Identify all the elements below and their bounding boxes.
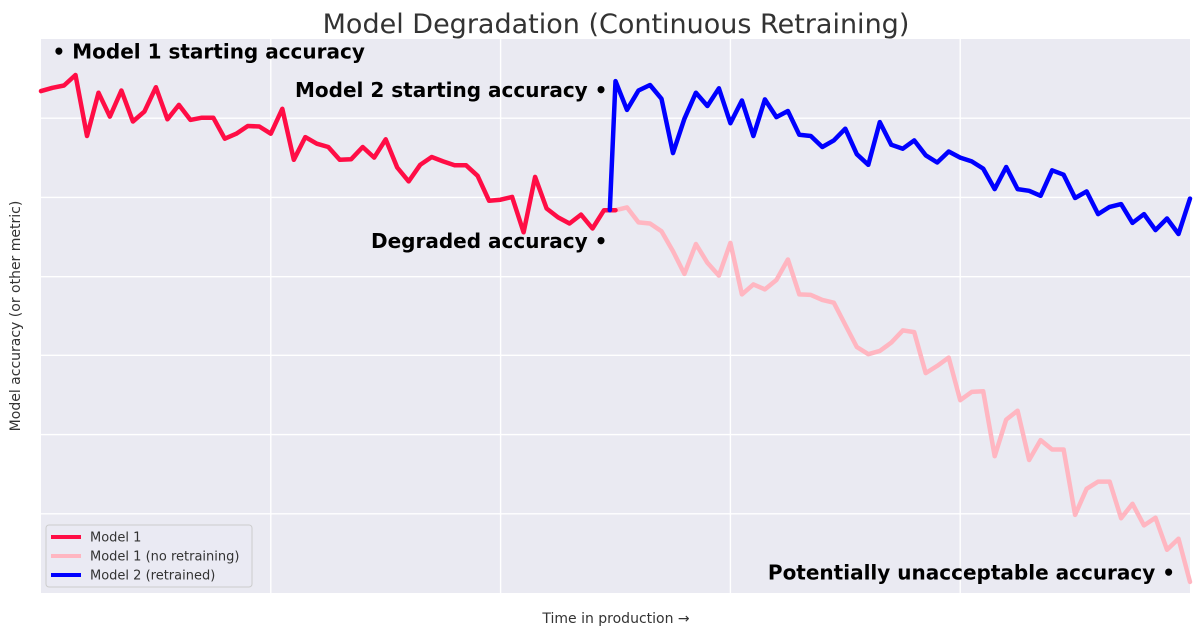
legend: Model 1 Model 1 (no retraining) Model 2 (r… [45,524,253,588]
series-line-model-2-retrained [607,78,1193,237]
series-line-model-1 [38,72,618,235]
x-axis-label: Time in production → [541,611,690,627]
annotation-label: • Model 1 starting accuracy [52,39,364,63]
legend-label: Model 1 (no retraining) [90,550,239,565]
series-lines [38,72,1193,585]
legend-box [45,524,253,588]
chart-title: Model Degradation (Continuous Retraining… [323,9,910,40]
annotations: • Model 1 starting accuracy Model 2 start… [52,39,1175,584]
legend-label: Model 1 [90,531,141,546]
annotation-label: Degraded accuracy • [371,229,607,253]
legend-label: Model 2 (retrained) [90,569,215,584]
annotation-label: Model 2 starting accuracy • [295,78,607,102]
annotation-label: Potentially unacceptable accuracy • [768,561,1175,585]
y-axis-label: Model accuracy (or other metric) [8,201,24,432]
series-line-model-1-no-retraining [613,205,1193,585]
